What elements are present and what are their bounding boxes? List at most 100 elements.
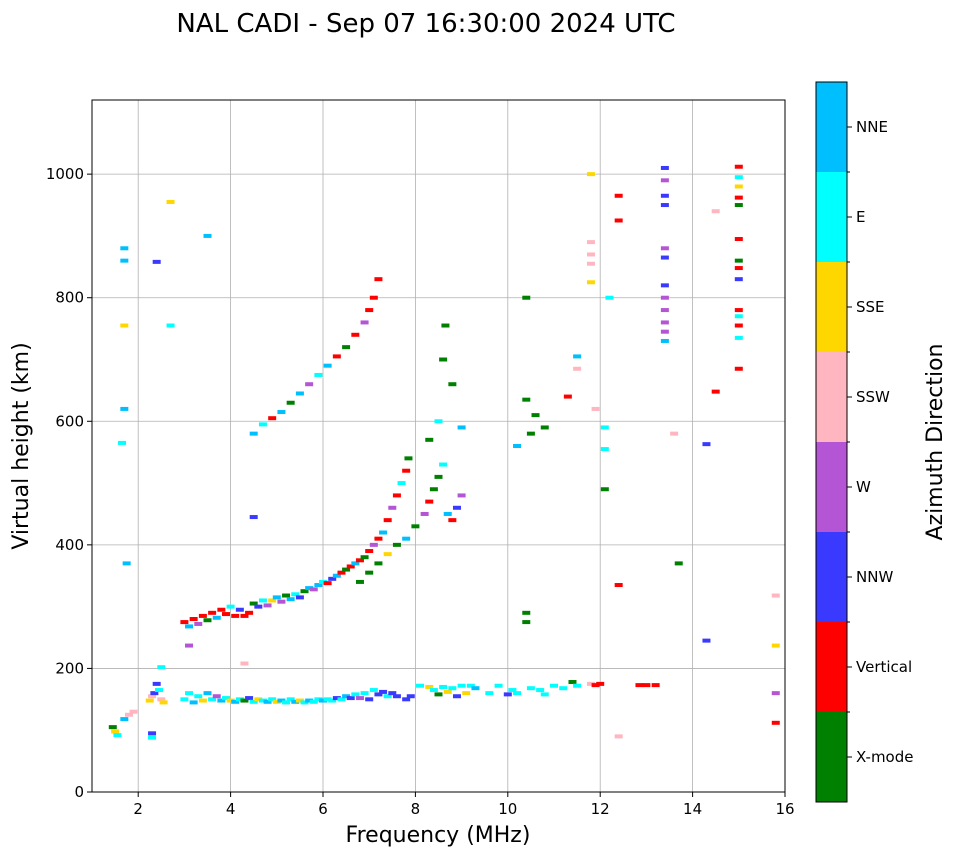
data-point-0 bbox=[108, 725, 117, 730]
colorbar-segment-nne bbox=[816, 82, 847, 172]
data-point-144 bbox=[404, 456, 413, 461]
data-point-160 bbox=[457, 493, 466, 498]
data-point-25 bbox=[226, 698, 235, 703]
data-point-214 bbox=[660, 295, 669, 300]
data-point-203 bbox=[586, 280, 595, 285]
data-point-152 bbox=[420, 511, 429, 516]
data-point-210 bbox=[660, 203, 669, 208]
data-point-136 bbox=[369, 542, 378, 547]
colorbar-segment-x-mode bbox=[816, 712, 847, 802]
data-point-77 bbox=[494, 683, 503, 688]
data-point-216 bbox=[660, 320, 669, 325]
data-point-28 bbox=[240, 698, 249, 703]
data-point-235 bbox=[734, 314, 743, 319]
y-tick-label-5: 1000 bbox=[46, 165, 84, 183]
data-point-54 bbox=[360, 691, 369, 696]
data-point-75 bbox=[471, 686, 480, 691]
data-point-98 bbox=[194, 621, 203, 626]
data-point-132 bbox=[351, 561, 360, 566]
data-point-197 bbox=[600, 487, 609, 492]
y-tick-label-0: 0 bbox=[74, 783, 84, 801]
data-point-114 bbox=[268, 598, 277, 603]
data-point-209 bbox=[660, 193, 669, 198]
data-point-194 bbox=[591, 406, 600, 411]
data-point-156 bbox=[439, 462, 448, 467]
data-point-86 bbox=[568, 680, 577, 685]
y-tick-label-3: 600 bbox=[55, 412, 84, 430]
data-point-95 bbox=[180, 620, 189, 625]
data-point-108 bbox=[240, 613, 249, 618]
data-point-200 bbox=[586, 240, 595, 245]
data-point-3 bbox=[120, 717, 129, 722]
data-point-68 bbox=[439, 684, 448, 689]
data-point-177 bbox=[425, 437, 434, 442]
data-point-81 bbox=[526, 686, 535, 691]
data-point-188 bbox=[522, 295, 531, 300]
data-point-78 bbox=[503, 692, 512, 697]
data-point-9 bbox=[152, 681, 161, 686]
data-point-234 bbox=[734, 308, 743, 313]
data-point-1 bbox=[111, 729, 120, 734]
x-tick-label-6: 14 bbox=[683, 800, 702, 818]
data-point-213 bbox=[660, 283, 669, 288]
data-point-192 bbox=[573, 354, 582, 359]
colorbar-label-ssw: SSW bbox=[856, 388, 890, 406]
data-point-43 bbox=[309, 699, 318, 704]
data-point-124 bbox=[314, 583, 323, 588]
data-point-119 bbox=[291, 592, 300, 597]
data-point-52 bbox=[351, 692, 360, 697]
data-point-101 bbox=[208, 610, 217, 615]
data-point-134 bbox=[360, 555, 369, 560]
data-point-38 bbox=[286, 697, 295, 702]
data-point-178 bbox=[434, 419, 443, 424]
data-point-196 bbox=[600, 447, 609, 452]
data-point-94 bbox=[614, 734, 623, 739]
data-point-207 bbox=[660, 165, 669, 170]
data-point-69 bbox=[443, 689, 452, 694]
x-tick-label-4: 10 bbox=[498, 800, 517, 818]
data-point-21 bbox=[208, 697, 217, 702]
colorbar-label-x-mode: X-mode bbox=[856, 748, 913, 766]
data-point-89 bbox=[591, 683, 600, 688]
data-point-148 bbox=[383, 552, 392, 557]
data-point-151 bbox=[411, 524, 420, 529]
data-point-103 bbox=[217, 607, 226, 612]
data-point-4 bbox=[124, 712, 133, 717]
data-point-2 bbox=[113, 733, 122, 738]
data-points bbox=[108, 164, 780, 740]
data-point-145 bbox=[355, 579, 364, 584]
data-point-116 bbox=[277, 599, 286, 604]
y-tick-label-1: 200 bbox=[55, 659, 84, 677]
data-point-223 bbox=[711, 209, 720, 214]
data-point-193 bbox=[573, 366, 582, 371]
data-point-37 bbox=[282, 700, 291, 705]
data-point-13 bbox=[148, 731, 157, 736]
data-point-127 bbox=[328, 576, 337, 581]
x-tick-label-0: 2 bbox=[133, 800, 143, 818]
x-tick-label-2: 6 bbox=[318, 800, 328, 818]
data-point-80 bbox=[513, 691, 522, 696]
data-point-140 bbox=[388, 505, 397, 510]
data-point-15 bbox=[180, 697, 189, 702]
data-point-50 bbox=[342, 694, 351, 699]
data-point-165 bbox=[286, 400, 295, 405]
data-point-63 bbox=[406, 694, 415, 699]
data-point-189 bbox=[522, 610, 531, 615]
data-point-49 bbox=[337, 697, 346, 702]
data-point-254 bbox=[240, 661, 249, 666]
data-point-215 bbox=[660, 308, 669, 313]
colorbar-label-nnw: NNW bbox=[856, 568, 893, 586]
data-point-102 bbox=[212, 615, 221, 620]
x-tick-label-7: 16 bbox=[775, 800, 794, 818]
data-point-42 bbox=[305, 698, 314, 703]
data-point-65 bbox=[425, 684, 434, 689]
data-point-146 bbox=[365, 570, 374, 575]
data-point-204 bbox=[614, 193, 623, 198]
data-point-129 bbox=[337, 570, 346, 575]
y-tick-label-2: 400 bbox=[55, 536, 84, 554]
data-point-47 bbox=[328, 698, 337, 703]
data-point-87 bbox=[573, 683, 582, 688]
data-point-34 bbox=[268, 697, 277, 702]
data-point-182 bbox=[457, 425, 466, 430]
data-point-17 bbox=[189, 700, 198, 705]
